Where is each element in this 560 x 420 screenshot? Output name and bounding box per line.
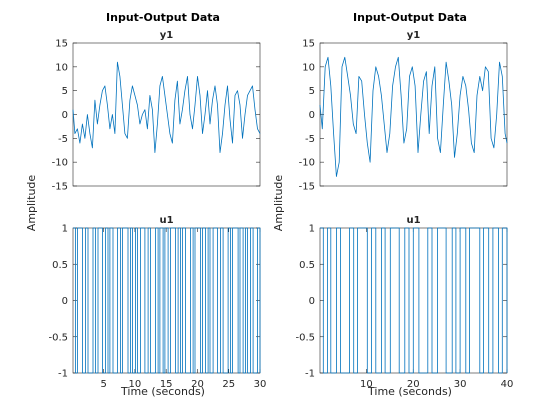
panel-right-u1-ytick-label: 0.5 <box>299 260 315 271</box>
panel-right-y1-series-line <box>319 56 508 177</box>
panel-left-y1-frame <box>72 42 261 187</box>
panel-left-y1-ytick-label: -5 <box>58 134 68 145</box>
panel-right-u1-ytick-label: -0.5 <box>295 332 315 343</box>
panel-left-u1-ytick-label: -0.5 <box>48 332 68 343</box>
figure-title-right: Input-Output Data <box>353 11 467 24</box>
x-axis-label-left: Time (seconds) <box>120 385 205 398</box>
panel-right-u1-ytick-label: 1 <box>309 224 315 235</box>
panel-right-y1-ytick-label: 5 <box>309 86 315 97</box>
panel-right-y1-ytick-label: -15 <box>299 182 315 193</box>
panel-left-y1-ytick-label: 15 <box>55 39 68 50</box>
panel-right-u1: u1 -1 -0.5 0 0.5 1 10 20 30 40 <box>295 215 513 390</box>
panel-right-u1-xtick-label: 20 <box>407 379 420 390</box>
panel-right-y1-ytick-label: -10 <box>299 158 315 169</box>
panel-left-y1-ytick-label: 10 <box>55 62 68 73</box>
x-axis-label-right: Time (seconds) <box>367 385 452 398</box>
panel-right-u1-xtick-label: 40 <box>501 379 514 390</box>
panel-right-u1-xtick-label: 30 <box>454 379 467 390</box>
panel-right-y1-frame <box>319 42 508 187</box>
panel-left-u1-channel-title: u1 <box>159 215 173 226</box>
panel-left-u1-series-line <box>73 227 261 374</box>
panel-left-u1: u1-1-0.500.515 10 15 20 25 30 <box>48 215 266 390</box>
panel-right-y1: y1 -15 -10 -5 0 5 10 15 <box>299 30 508 193</box>
panel-left-u1-xtick-label: 25 <box>222 379 235 390</box>
panel-left-u1-frame <box>72 227 261 374</box>
panel-left-u1-xtick-label: 30 <box>254 379 267 390</box>
panel-right-u1-series-line <box>320 227 508 374</box>
panel-right-u1-xtick-label: 10 <box>360 379 373 390</box>
panel-right-y1-ytick-label: 10 <box>302 62 315 73</box>
panel-left-y1-ytick-label: -10 <box>52 158 68 169</box>
panel-left-y1-series-line <box>72 61 261 153</box>
panel-left-y1-channel-title: y1 <box>160 30 174 41</box>
plot-panels: y1-15-10-5051015y1-15-10-5051015u1-1-0.5… <box>48 30 513 390</box>
panel-left-y1-ytick-label: 0 <box>62 110 68 121</box>
panel-left-u1-xtick-label: 10 <box>129 379 142 390</box>
panel-right-y1-ytick-label: 0 <box>309 110 315 121</box>
panel-left-y1: y1 -15 -10 -5 0 5 10 15 <box>52 30 261 193</box>
y-axis-label-left: Amplitude <box>25 175 38 232</box>
panel-right-u1-ytick-label: 0 <box>309 296 315 307</box>
panel-left-y1-ytick-label: -15 <box>52 182 68 193</box>
panel-right-y1-ytick-label: 15 <box>302 39 315 50</box>
figure-title-left: Input-Output Data <box>106 11 220 24</box>
panel-left-u1-xtick-label: 5 <box>100 379 106 390</box>
panel-right-u1-ytick-label: -1 <box>305 369 315 380</box>
panel-left-u1-xtick-label: 20 <box>191 379 204 390</box>
panel-left-u1-xtick-label: 15 <box>160 379 173 390</box>
y-axis-label-right: Amplitude <box>272 175 285 232</box>
panel-left-u1-ytick-label: 0 <box>62 296 68 307</box>
panel-left-u1-ytick-label: -1 <box>58 369 68 380</box>
panel-right-y1-channel-title: y1 <box>407 30 421 41</box>
panel-right-u1-channel-title: u1 <box>406 215 420 226</box>
panel-left-u1-ytick-label: 0.5 <box>52 260 68 271</box>
panel-right-y1-ytick-label: -5 <box>305 134 315 145</box>
panel-left-y1-ytick-label: 5 <box>62 86 68 97</box>
panel-left-u1-ytick-label: 1 <box>62 224 68 235</box>
